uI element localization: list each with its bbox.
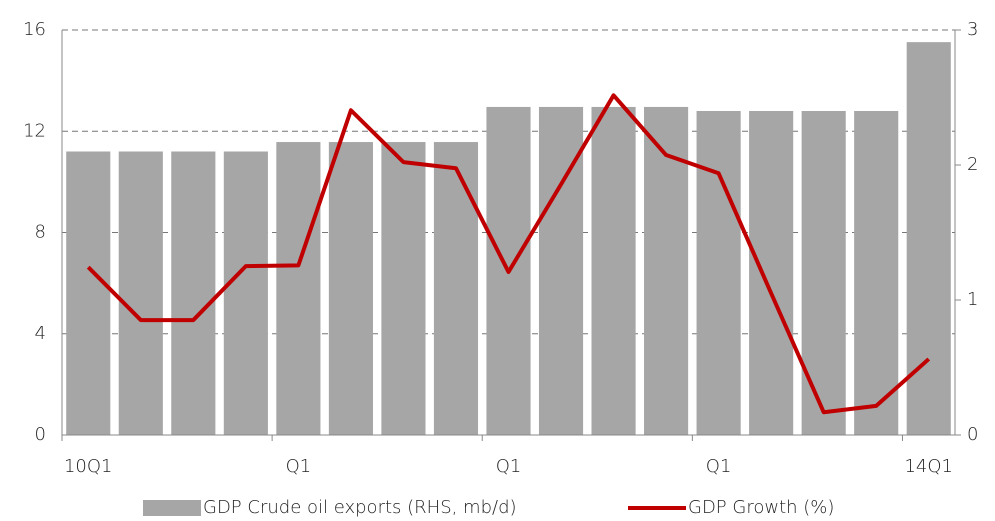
x-tick-label: 10Q1 [64, 456, 113, 477]
bar [801, 111, 846, 435]
y-tick-label: 8 [35, 222, 46, 243]
bar [696, 111, 741, 435]
legend-label: GDP Growth (%) [688, 497, 834, 518]
y2-tick-label: 1 [967, 289, 978, 310]
legend-swatch [143, 500, 201, 516]
x-tick-label: 14Q1 [904, 456, 953, 477]
y-tick-label: 0 [35, 424, 46, 445]
bar [171, 151, 216, 435]
bar [906, 42, 951, 436]
bar [118, 151, 163, 435]
bar [433, 142, 479, 436]
y2-tick-label: 2 [967, 154, 978, 175]
bar [381, 142, 426, 436]
x-tick-label: Q1 [496, 456, 522, 477]
y-tick-label: 4 [35, 323, 46, 344]
bar [749, 111, 794, 435]
y-tick-label: 16 [23, 19, 46, 40]
y-tick-label: 12 [23, 120, 46, 141]
bar [276, 142, 321, 436]
x-tick-label: Q1 [286, 456, 312, 477]
line [86, 93, 931, 415]
y2-tick-label: 0 [967, 424, 978, 445]
x-tick-label: Q1 [706, 456, 732, 477]
bar [223, 151, 268, 435]
y2-tick-label: 3 [967, 19, 978, 40]
bar [66, 151, 111, 435]
bar [328, 142, 373, 436]
bar [854, 111, 899, 435]
bar [591, 106, 636, 435]
legend-label: GDP Crude oil exports (RHS, mb/d) [203, 497, 517, 518]
